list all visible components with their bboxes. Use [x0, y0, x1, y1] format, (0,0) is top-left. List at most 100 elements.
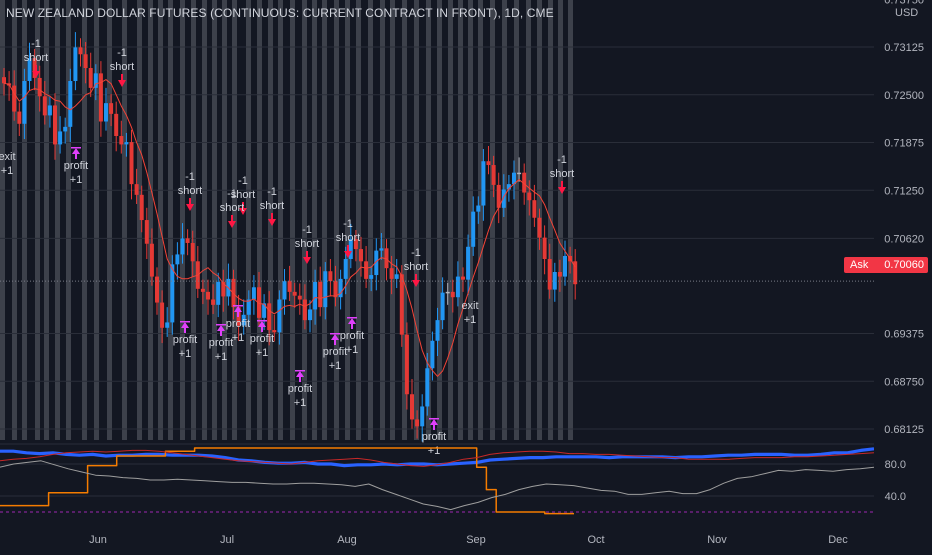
- session-stripe: [368, 0, 373, 440]
- session-stripe: [290, 0, 295, 440]
- candle-body: [98, 73, 103, 122]
- profit-qty-label: +1: [346, 344, 359, 356]
- session-stripe: [414, 0, 419, 440]
- candle-body: [134, 184, 139, 195]
- session-stripe: [35, 0, 40, 440]
- short-label: short: [404, 261, 428, 273]
- session-stripe: [278, 0, 283, 440]
- profit-arrow-icon: [71, 147, 81, 159]
- session-stripe: [191, 0, 196, 440]
- candle-body: [47, 105, 52, 116]
- candle-body: [384, 248, 389, 269]
- session-stripe: [148, 0, 153, 440]
- candle-body: [522, 172, 527, 193]
- ask-label: Ask: [850, 259, 869, 271]
- candle-body: [532, 200, 537, 218]
- candle-body: [109, 103, 114, 114]
- price-scale[interactable]: 0.73750 0.73125 0.72500 0.71875 0.71250 0.706…: [874, 0, 932, 444]
- candle-body: [455, 276, 460, 298]
- session-stripe: [478, 0, 483, 440]
- session-stripe: [94, 0, 99, 440]
- candle-body: [496, 184, 501, 208]
- candle-body: [552, 271, 557, 290]
- profit-qty-label: +1: [294, 397, 307, 409]
- session-stripe: [180, 0, 185, 440]
- candle-body: [139, 194, 144, 221]
- short-label: short: [295, 238, 319, 250]
- profit-label: profit: [209, 337, 233, 349]
- time-tick-label: Sep: [466, 534, 486, 546]
- session-stripe: [82, 0, 87, 440]
- profit-arrow-icon: [216, 324, 226, 336]
- candle-body: [185, 238, 190, 243]
- candle-body: [537, 217, 542, 238]
- short-qty-label: -1: [185, 171, 195, 183]
- candle-body: [328, 271, 333, 282]
- candle-body: [379, 248, 384, 251]
- short-qty-label: -1: [227, 188, 237, 200]
- osc-axis-bg: [874, 444, 932, 528]
- session-stripe: [322, 0, 327, 440]
- candle-body: [27, 58, 32, 81]
- price-tick-label: 0.71875: [884, 138, 924, 150]
- candle-body: [124, 142, 129, 145]
- session-stripes: [0, 0, 573, 440]
- candle-body: [149, 243, 154, 277]
- chart-title: NEW ZEALAND DOLLAR FUTURES (CONTINUOUS: …: [6, 6, 554, 20]
- profit-label: profit: [64, 160, 88, 172]
- time-tick-label: Aug: [337, 534, 357, 546]
- short-label: short: [260, 200, 284, 212]
- candle-body: [241, 314, 246, 326]
- candle-body: [563, 255, 567, 277]
- profit-label: profit: [226, 318, 250, 330]
- short-arrow-icon: [228, 215, 236, 228]
- session-stripe: [334, 0, 339, 440]
- short-qty-label: -1: [31, 38, 41, 50]
- candle-body: [287, 281, 292, 292]
- candle-body: [42, 96, 47, 116]
- candle-body: [430, 340, 435, 369]
- session-stripe: [302, 0, 307, 440]
- gridlines: [0, 46, 874, 430]
- candle-body: [58, 131, 63, 145]
- candle-body: [277, 299, 282, 333]
- candle-body: [343, 259, 348, 279]
- session-stripe: [44, 0, 49, 440]
- candle-body: [272, 330, 277, 333]
- candle-body: [542, 237, 547, 260]
- session-stripe: [122, 0, 127, 440]
- candle-body: [450, 291, 455, 298]
- short-arrow-icon: [268, 213, 276, 226]
- osc-tick-label: 80.0: [885, 459, 906, 471]
- session-stripe: [437, 0, 442, 440]
- candle-body: [246, 299, 251, 315]
- short-qty-label: -1: [411, 247, 421, 259]
- session-stripe: [222, 0, 227, 440]
- short-qty-label: -1: [117, 47, 127, 59]
- candle-body: [333, 281, 338, 298]
- time-tick-label: Nov: [707, 534, 727, 546]
- oscillator-scale[interactable]: 80.0 40.0: [874, 444, 932, 528]
- profit-arrow-icon: [330, 333, 340, 345]
- profit-qty-label: +1: [179, 348, 192, 360]
- profit-arrow-icon: [429, 418, 439, 430]
- oscillator-series-line: [0, 447, 574, 515]
- osc-tick-label: 40.0: [885, 491, 906, 503]
- short-label: short: [110, 61, 134, 73]
- price-tick-label: 0.70620: [884, 233, 924, 245]
- time-axis[interactable]: Jun Jul Aug Sep Oct Nov Dec: [0, 528, 932, 550]
- profit-qty-label: +1: [428, 445, 441, 457]
- price-tick-label: 0.73750: [884, 0, 924, 6]
- session-stripe: [502, 0, 507, 440]
- price-tick-label: 0.71250: [884, 185, 924, 197]
- candle-body: [557, 271, 562, 277]
- time-tick-label: Jun: [89, 534, 107, 546]
- profit-qty-label: +1: [329, 360, 342, 372]
- moving-average-line: [3, 78, 576, 378]
- session-stripe: [246, 0, 251, 440]
- candle-body: [78, 47, 83, 55]
- short-label: short: [178, 185, 202, 197]
- candle-body: [506, 184, 511, 190]
